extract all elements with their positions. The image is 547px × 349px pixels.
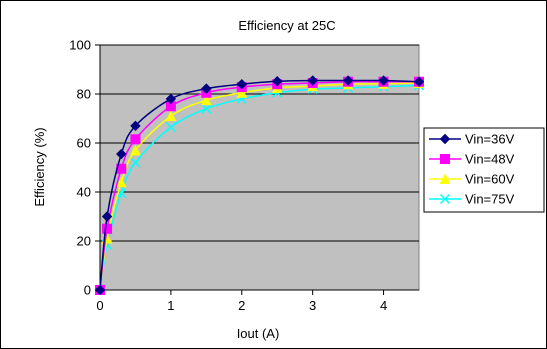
x-tick-label: 1: [167, 298, 174, 313]
data-point: [236, 87, 248, 98]
x-tick-label: 2: [238, 298, 245, 313]
data-point: [413, 76, 425, 87]
x-axis-label: Iout (A): [237, 326, 280, 341]
y-axis-ticks: 0 20 40 60 80 100: [69, 38, 100, 298]
x-tick-label: 4: [380, 298, 387, 313]
series-layer: [94, 75, 425, 296]
data-point: [94, 284, 106, 296]
data-point: [201, 83, 212, 94]
legend-marker: [439, 193, 451, 205]
data-point: [130, 144, 141, 156]
legend-marker: [439, 133, 451, 145]
data-point: [236, 78, 247, 90]
data-point: [272, 76, 283, 87]
legend-label: Vin=60V: [465, 172, 515, 187]
data-point: [115, 176, 127, 188]
x-tick-label: 0: [96, 298, 103, 313]
y-tick-label: 40: [77, 185, 91, 200]
y-tick-label: 0: [84, 283, 91, 298]
legend-item-vin-75v: Vin=75V: [429, 192, 515, 207]
series-vin-36v: [94, 75, 425, 296]
legend-label: Vin=75V: [465, 192, 515, 207]
data-point: [378, 75, 389, 86]
legend-marker: [439, 173, 451, 184]
y-tick-label: 60: [77, 136, 91, 151]
legend-marker: [440, 154, 450, 164]
legend-label: Vin=48V: [465, 152, 515, 167]
data-point: [201, 94, 212, 106]
legend: Vin=36V Vin=48V Vin=60V Vin=75V: [423, 127, 545, 213]
y-tick-label: 20: [77, 234, 91, 249]
data-point: [201, 103, 212, 114]
data-point: [102, 223, 113, 234]
legend-item-vin-36v: Vin=36V: [429, 132, 515, 147]
data-point: [101, 211, 113, 222]
data-point: [342, 75, 354, 86]
data-point: [165, 122, 176, 133]
axes: [99, 45, 419, 291]
legend-item-vin-60v: Vin=60V: [429, 172, 515, 187]
x-tick-label: 3: [309, 298, 316, 313]
data-point: [165, 110, 177, 122]
data-point: [130, 120, 141, 132]
gridlines: [100, 44, 419, 242]
legend-item-vin-48v: Vin=48V: [429, 152, 515, 167]
data-point: [116, 148, 127, 160]
data-point: [307, 75, 318, 86]
x-axis-ticks: 0 1 2 3 4: [96, 290, 387, 313]
data-point: [130, 157, 141, 168]
y-tick-label: 100: [69, 38, 91, 53]
y-tick-label: 80: [77, 87, 91, 102]
legend-label: Vin=36V: [465, 132, 515, 147]
data-point: [130, 134, 141, 145]
data-point: [165, 93, 177, 105]
chart-title: Efficiency at 25C: [238, 18, 335, 33]
y-axis-label: Efficiency (%): [32, 127, 47, 206]
